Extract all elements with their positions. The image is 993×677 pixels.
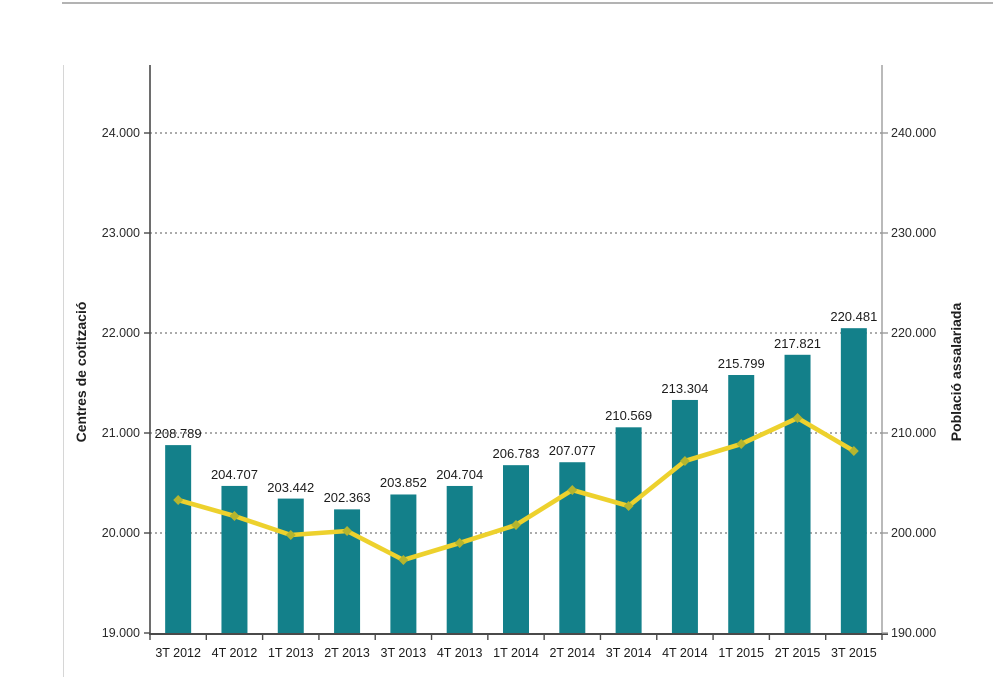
x-category-label: 3T 2012 [155, 646, 201, 660]
bar-value-label: 210.569 [605, 408, 653, 424]
bar [446, 485, 473, 634]
x-category-label: 3T 2013 [380, 646, 427, 660]
right-axis-tick-label: 230.000 [891, 226, 937, 240]
x-category-label: 4T 2014 [662, 646, 708, 660]
bar-value-label: 202.363 [323, 490, 371, 506]
bar-value-label: 208.789 [154, 426, 202, 442]
line-marker [848, 446, 859, 456]
right-axis-tick-label: 200.000 [891, 526, 937, 540]
bar [277, 498, 304, 634]
bar [728, 375, 755, 634]
line-marker [736, 439, 747, 449]
left-axis-tick-label: 20.000 [101, 526, 140, 540]
left-axis-tick-label: 24.000 [101, 126, 140, 140]
bar [615, 427, 642, 634]
x-category-label: 2T 2014 [549, 646, 596, 660]
line-marker [792, 413, 803, 423]
bar-value-label: 204.704 [436, 466, 484, 482]
right-axis-tick-label: 210.000 [891, 426, 937, 440]
x-category-label: 4T 2013 [436, 646, 483, 660]
line-marker [398, 555, 409, 565]
bar-value-label: 207.077 [548, 443, 596, 459]
figure-left-border [63, 65, 64, 677]
right-axis-tick-label: 190.000 [891, 626, 937, 640]
bar-value-label: 213.304 [661, 380, 709, 396]
right-axis-tick-label: 220.000 [891, 326, 937, 340]
x-category-label: 2T 2013 [324, 646, 370, 660]
bar-value-label: 204.707 [210, 466, 258, 482]
top-divider [62, 2, 993, 4]
bar-value-label: 217.821 [774, 335, 822, 351]
line-marker [285, 530, 296, 540]
bar-value-label: 206.783 [492, 446, 540, 462]
x-category-label: 1T 2015 [718, 646, 765, 660]
x-category-label: 2T 2015 [774, 646, 821, 660]
bar-value-label: 203.852 [379, 475, 427, 491]
bar-value-label: 203.442 [267, 479, 315, 495]
x-category-label: 3T 2015 [831, 646, 877, 660]
bar [840, 328, 867, 634]
line-marker [567, 485, 578, 495]
line-marker [454, 538, 465, 548]
left-axis-tick-label: 23.000 [101, 226, 140, 240]
bar [784, 354, 811, 634]
bar [165, 445, 192, 634]
line-marker [173, 495, 184, 505]
bar [503, 465, 529, 634]
line-marker [511, 520, 521, 530]
bar-value-label: 220.481 [830, 309, 878, 325]
bar [671, 399, 698, 634]
line-marker [229, 511, 240, 521]
x-category-label: 1T 2013 [267, 646, 314, 660]
left-axis-tick-label: 19.000 [101, 626, 140, 640]
bar-value-label: 215.799 [717, 356, 765, 371]
x-category-label: 1T 2014 [493, 646, 539, 660]
x-category-label: 4T 2012 [211, 646, 258, 660]
line-marker [679, 456, 690, 466]
line-marker [342, 526, 353, 536]
line-marker [623, 501, 634, 511]
right-axis-tick-label: 240.000 [891, 126, 937, 140]
bar [221, 485, 248, 634]
x-category-label: 3T 2014 [605, 646, 652, 660]
left-axis-tick-label: 22.000 [101, 326, 140, 340]
left-axis-tick-label: 21.000 [101, 426, 140, 440]
